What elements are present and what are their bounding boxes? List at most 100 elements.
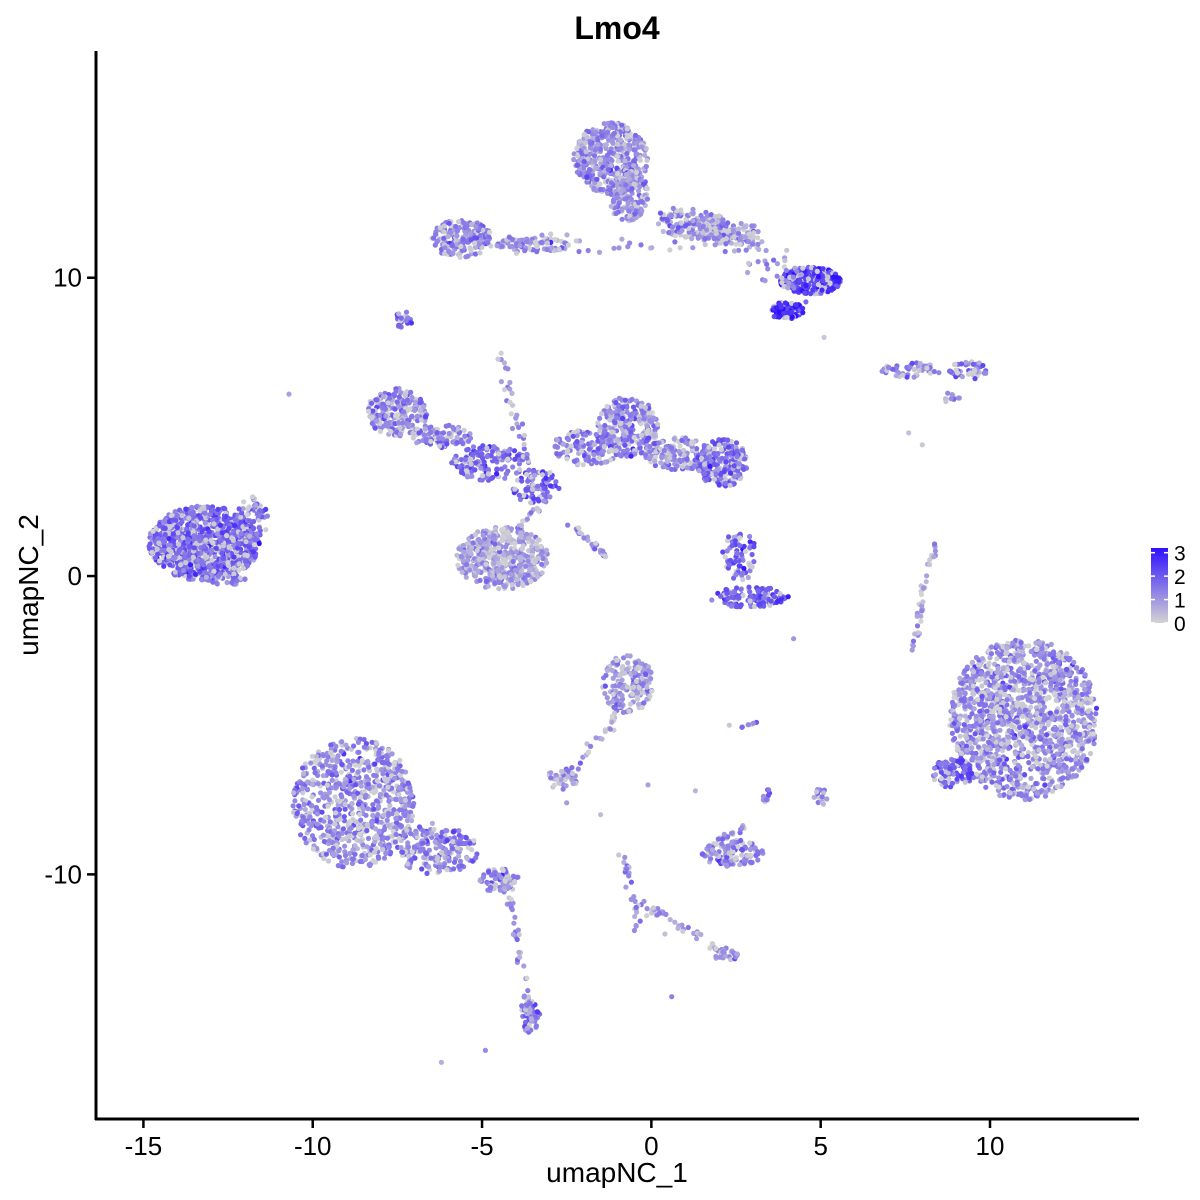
- cell-point: [461, 220, 467, 226]
- cell-point: [628, 196, 635, 202]
- cell-point: [446, 248, 452, 254]
- cell-point: [628, 217, 635, 223]
- cell-point: [468, 461, 474, 467]
- cell-point: [581, 158, 587, 165]
- cell-point: [517, 554, 524, 560]
- cell-point: [734, 454, 740, 460]
- cell-point: [166, 542, 172, 549]
- cell-point: [622, 670, 628, 676]
- cell-point: [613, 448, 619, 454]
- cell-point: [224, 579, 230, 586]
- cell-point: [727, 482, 733, 488]
- cell-point: [226, 525, 232, 532]
- cell-point: [695, 222, 702, 228]
- cell-point: [456, 546, 462, 552]
- cell-point: [810, 287, 816, 293]
- cell-point: [917, 360, 923, 367]
- cell-point: [604, 695, 610, 701]
- cell-point: [560, 786, 566, 792]
- cell-point: [599, 133, 605, 139]
- cell-point: [179, 519, 185, 525]
- cell-point: [221, 505, 227, 511]
- cell-point: [154, 546, 160, 552]
- cell-point: [595, 446, 601, 452]
- cell-point: [682, 234, 688, 240]
- cell-point: [730, 844, 737, 851]
- cell-point: [751, 559, 757, 565]
- cell-point: [734, 550, 740, 557]
- cell-point: [720, 549, 726, 555]
- cell-point: [146, 543, 152, 550]
- cell-point: [564, 456, 570, 462]
- cell-point: [231, 571, 237, 577]
- cell-point: [543, 475, 549, 481]
- cell-point: [738, 837, 744, 844]
- cell-point: [747, 846, 753, 853]
- cell-point: [830, 274, 837, 280]
- cell-point: [936, 370, 942, 376]
- cell-point: [605, 129, 611, 135]
- cell-point: [188, 510, 194, 516]
- cell-point: [174, 512, 180, 518]
- cell-point: [664, 458, 670, 464]
- cell-point: [428, 429, 434, 435]
- cell-point: [706, 444, 712, 450]
- cell-point: [634, 690, 641, 696]
- cell-point: [232, 517, 239, 523]
- cell-point: [519, 478, 525, 484]
- cell-point: [732, 856, 738, 862]
- cell-point: [614, 438, 620, 444]
- cell-point: [736, 595, 742, 601]
- cell-point: [627, 412, 633, 418]
- cell-point: [593, 165, 599, 171]
- cell-point: [820, 266, 826, 272]
- cell-point: [554, 777, 560, 783]
- cell-point: [386, 395, 393, 401]
- cell-point: [718, 446, 725, 453]
- cell-point: [189, 504, 195, 510]
- cell-point: [725, 220, 731, 226]
- cell-point: [570, 780, 577, 786]
- cell-point: [490, 573, 496, 579]
- cell-point: [404, 397, 411, 403]
- cell-point: [395, 412, 401, 418]
- cell-point: [723, 586, 729, 593]
- cell-point: [593, 431, 599, 438]
- cell-point: [636, 685, 642, 691]
- cell-point: [641, 409, 647, 416]
- cell-point: [602, 428, 608, 434]
- cell-point: [477, 577, 483, 584]
- cell-point: [236, 506, 242, 512]
- cell-point: [739, 847, 746, 853]
- cell-point: [624, 150, 630, 157]
- cell-point: [516, 492, 522, 498]
- cell-point: [252, 536, 258, 542]
- cell-point: [1087, 750, 1094, 757]
- cell-point: [642, 152, 648, 158]
- cell-point: [430, 235, 437, 241]
- cell-point: [620, 431, 626, 437]
- cell-point: [470, 451, 476, 458]
- cell-point: [729, 839, 735, 845]
- cell-point: [446, 430, 452, 437]
- cell-point: [160, 537, 167, 543]
- cell-point: [454, 228, 460, 234]
- cell-point: [647, 693, 653, 699]
- cell-point: [811, 794, 817, 800]
- cell-point: [737, 862, 743, 868]
- cell-point: [636, 441, 642, 447]
- cell-point: [755, 849, 761, 855]
- cell-point: [611, 130, 617, 136]
- cell-point: [619, 677, 625, 683]
- cell-point: [380, 405, 386, 411]
- cell-point: [739, 852, 745, 858]
- cell-point: [529, 548, 535, 554]
- cell-point: [626, 208, 632, 214]
- cell-point: [679, 464, 686, 470]
- cell-point: [945, 390, 951, 396]
- cell-point: [185, 522, 191, 528]
- cell-point: [630, 404, 637, 410]
- cell-point: [631, 147, 637, 153]
- cell-point: [463, 254, 469, 260]
- cell-point: [485, 583, 491, 589]
